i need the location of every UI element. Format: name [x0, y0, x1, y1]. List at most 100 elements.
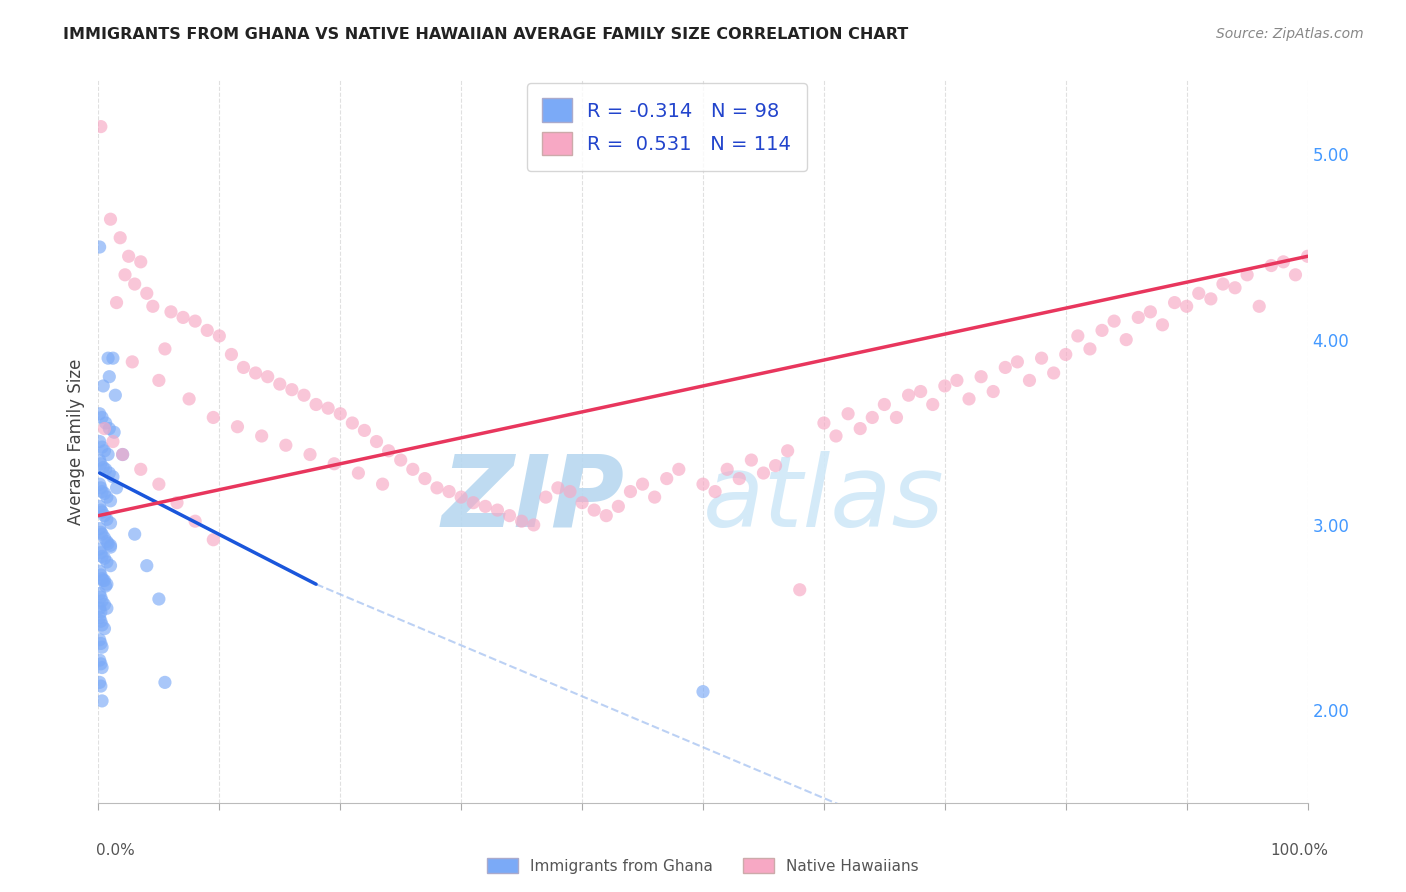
Point	[89, 477, 111, 491]
Point	[111, 448, 134, 462]
Point	[89, 586, 111, 600]
Point	[510, 514, 533, 528]
Point	[91, 618, 114, 632]
Point	[91, 694, 114, 708]
Point	[1128, 310, 1150, 325]
Point	[1163, 295, 1185, 310]
Point	[129, 462, 152, 476]
Point	[897, 388, 920, 402]
Point	[94, 579, 117, 593]
Point	[1031, 351, 1053, 366]
Point	[292, 388, 315, 402]
Point	[957, 392, 980, 406]
Point	[1272, 255, 1295, 269]
Point	[342, 416, 364, 430]
Point	[101, 351, 124, 366]
Point	[90, 679, 112, 693]
Point	[129, 255, 152, 269]
Point	[89, 500, 111, 514]
Point	[89, 653, 111, 667]
Point	[97, 448, 120, 462]
Point	[631, 477, 654, 491]
Point	[1223, 281, 1246, 295]
Point	[232, 360, 254, 375]
Point	[98, 466, 121, 480]
Point	[96, 490, 118, 504]
Point	[135, 286, 157, 301]
Point	[1042, 366, 1064, 380]
Point	[208, 329, 231, 343]
Point	[103, 425, 125, 440]
Point	[269, 377, 291, 392]
Point	[668, 462, 690, 476]
Point	[716, 462, 738, 476]
Point	[91, 484, 114, 499]
Point	[474, 500, 496, 514]
Point	[105, 481, 128, 495]
Point	[886, 410, 908, 425]
Point	[366, 434, 388, 449]
Point	[256, 369, 278, 384]
Point	[160, 305, 183, 319]
Point	[135, 558, 157, 573]
Point	[437, 484, 460, 499]
Point	[1236, 268, 1258, 282]
Point	[281, 383, 304, 397]
Point	[910, 384, 932, 399]
Point	[96, 534, 118, 549]
Point	[813, 416, 835, 430]
Point	[93, 443, 115, 458]
Text: ZIP: ZIP	[441, 450, 624, 548]
Point	[91, 640, 114, 655]
Point	[1152, 318, 1174, 332]
Point	[148, 592, 170, 607]
Point	[96, 512, 118, 526]
Point	[124, 527, 146, 541]
Point	[91, 527, 114, 541]
Point	[89, 601, 111, 615]
Point	[202, 410, 225, 425]
Point	[245, 366, 267, 380]
Point	[728, 472, 751, 486]
Point	[595, 508, 617, 523]
Point	[329, 407, 352, 421]
Text: Source: ZipAtlas.com: Source: ZipAtlas.com	[1216, 27, 1364, 41]
Point	[90, 525, 112, 540]
Point	[250, 429, 273, 443]
Point	[1067, 329, 1090, 343]
Point	[89, 240, 111, 254]
Point	[316, 401, 339, 416]
Point	[1212, 277, 1234, 291]
Point	[765, 458, 787, 473]
Point	[776, 443, 799, 458]
Point	[90, 605, 112, 619]
Point	[353, 424, 375, 438]
Point	[752, 466, 775, 480]
Point	[389, 453, 412, 467]
Point	[413, 472, 436, 486]
Point	[89, 564, 111, 578]
Point	[704, 484, 727, 499]
Point	[849, 421, 872, 435]
Point	[90, 636, 112, 650]
Point	[498, 508, 520, 523]
Point	[740, 453, 762, 467]
Point	[89, 407, 111, 421]
Point	[153, 675, 176, 690]
Point	[89, 522, 111, 536]
Point	[93, 598, 115, 612]
Point	[90, 568, 112, 582]
Point	[100, 212, 122, 227]
Point	[184, 514, 207, 528]
Point	[90, 614, 112, 628]
Point	[96, 601, 118, 615]
Point	[860, 410, 883, 425]
Point	[153, 342, 176, 356]
Point	[90, 546, 112, 560]
Point	[90, 481, 112, 495]
Point	[94, 416, 117, 430]
Point	[534, 490, 557, 504]
Point	[93, 551, 115, 566]
Point	[1260, 259, 1282, 273]
Point	[93, 622, 115, 636]
